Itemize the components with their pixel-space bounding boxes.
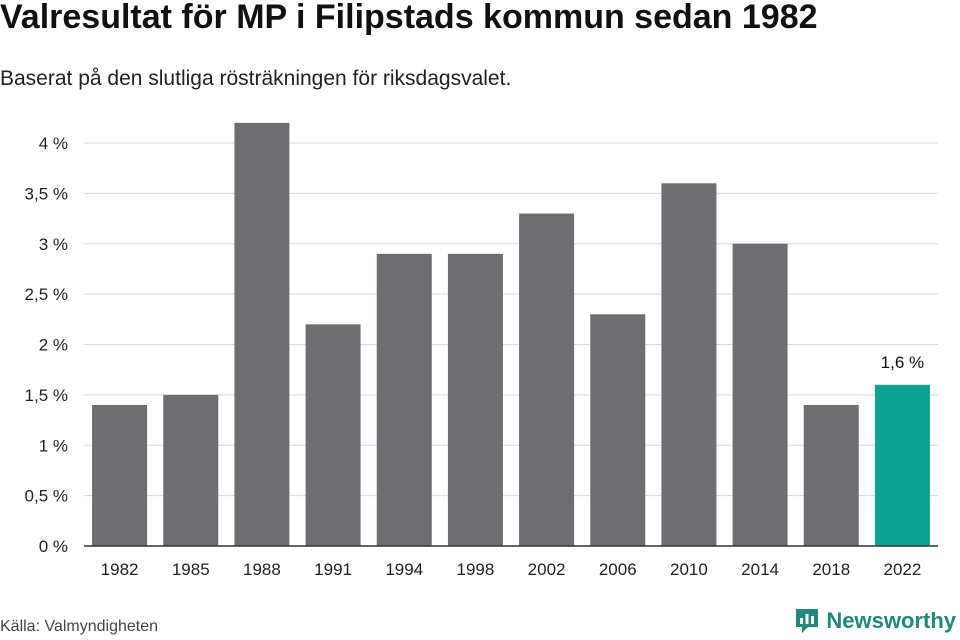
bar-1994 (376, 253, 432, 546)
gridlines (84, 142, 938, 497)
y-tick-label: 0 % (39, 537, 68, 556)
bar-2006 (590, 314, 646, 546)
chart-title: Valresultat för MP i Filipstads kommun s… (0, 0, 818, 36)
x-tick-label: 2022 (884, 560, 922, 579)
x-tick-label: 2014 (741, 560, 779, 579)
newsworthy-logo-icon (796, 609, 819, 633)
data-label: 1,6 % (881, 353, 924, 372)
brand-name: Newsworthy (826, 608, 956, 633)
x-tick-label: 1982 (101, 560, 139, 579)
bar-1998 (447, 253, 503, 546)
y-tick-label: 3,5 % (25, 184, 68, 203)
chart-subtitle: Baserat på den slutliga rösträkningen fö… (0, 67, 512, 90)
x-axis-tick-labels: 1982 1985 1988 1991 1994 1998 2002 2006 2010 2014… (101, 560, 922, 579)
x-tick-label: 1991 (314, 560, 352, 579)
x-tick-label: 1994 (385, 560, 423, 579)
bars (92, 122, 930, 547)
x-tick-label: 1988 (243, 560, 281, 579)
data-labels: 1,6 % (881, 353, 924, 372)
y-tick-label: 1,5 % (25, 386, 68, 405)
y-tick-label: 3 % (39, 235, 68, 254)
bar-chart: 0 % 0,5 % 1 % 1,5 % 2 % 2,5 % 3 % 3,5 % 4 % 1982… (25, 122, 938, 579)
y-tick-label: 1 % (39, 436, 68, 455)
x-tick-label: 2010 (670, 560, 708, 579)
bar-1988 (234, 122, 290, 546)
x-tick-label: 2002 (528, 560, 566, 579)
source-note: Källa: Valmyndigheten (0, 618, 159, 635)
x-tick-label: 2006 (599, 560, 637, 579)
bar-1991 (305, 324, 361, 546)
y-tick-label: 0,5 % (25, 487, 68, 506)
bar-2002 (519, 213, 575, 546)
brand[interactable]: Newsworthy (794, 607, 956, 635)
x-tick-label: 2018 (812, 560, 850, 579)
bar-2014 (732, 243, 788, 546)
y-tick-label: 4 % (39, 134, 68, 153)
x-tick-label: 1985 (172, 560, 210, 579)
bar-2022 (874, 384, 930, 546)
bar-1985 (163, 394, 219, 546)
y-axis-tick-labels: 0 % 0,5 % 1 % 1,5 % 2 % 2,5 % 3 % 3,5 % 4 % (25, 134, 68, 556)
bar-1982 (92, 404, 148, 546)
bar-2010 (661, 183, 717, 547)
bar-2018 (803, 404, 859, 546)
y-tick-label: 2,5 % (25, 285, 68, 304)
y-tick-label: 2 % (39, 336, 68, 355)
x-tick-label: 1998 (457, 560, 495, 579)
